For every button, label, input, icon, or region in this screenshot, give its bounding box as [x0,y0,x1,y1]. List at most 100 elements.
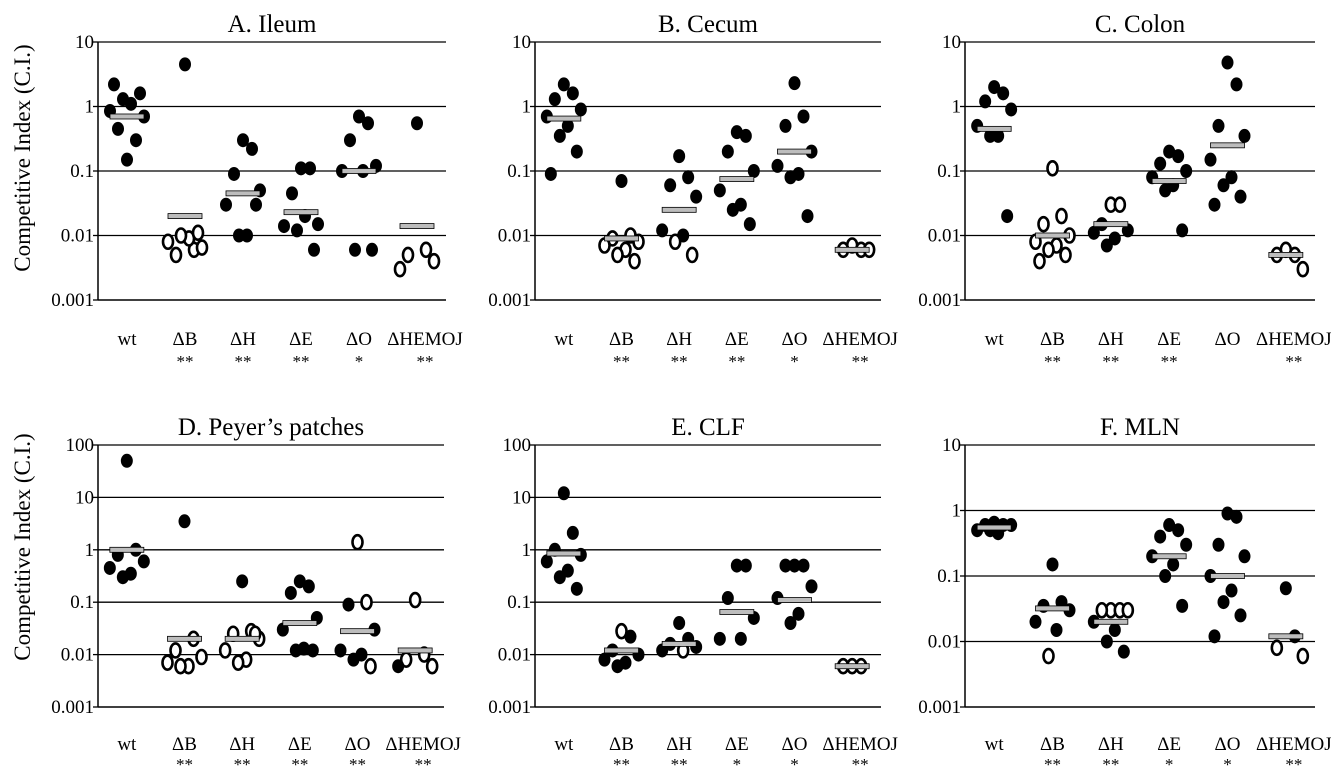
data-point-filled [295,161,307,176]
panel-title: C. Colon [1095,11,1186,38]
significance-label: * [733,755,742,772]
significance-label: * [790,352,799,371]
data-point-filled [411,116,423,131]
data-point-filled [997,86,1010,101]
data-point-filled [362,116,374,131]
data-point-filled [304,161,316,176]
median-bar [1210,142,1245,149]
data-point-filled [179,57,191,72]
median-bar [546,550,582,557]
data-point-open [408,591,422,609]
data-point-filled [1100,238,1113,253]
data-point-open [401,246,415,264]
y-tick-label: 1 [952,97,962,118]
category-label: ΔH [230,329,256,350]
significance-label: ** [1102,755,1119,772]
data-point-filled [392,659,405,674]
y-tick-label: 10 [75,487,94,508]
category-label: ΔH [1098,329,1124,350]
data-point-open [1033,252,1046,270]
median-bar [1268,252,1304,258]
category-label: ΔO [345,734,371,755]
significance-label: ** [1285,352,1302,371]
data-point-filled [570,144,583,159]
data-point-open [611,246,624,264]
y-tick-label: 100 [503,435,532,456]
y-tick-label: 0.1 [937,566,961,587]
data-point-open [191,224,205,242]
data-point-filled [1167,557,1180,572]
data-point-filled [1005,102,1018,117]
y-tick-label: 0.001 [918,290,961,311]
data-point-open [615,622,628,640]
y-tick-label: 0.01 [928,632,961,653]
data-point-filled [739,558,752,573]
data-point-open [161,233,175,251]
data-point-open [1270,639,1284,657]
data-point-filled [237,133,249,148]
significance-label: ** [671,755,688,772]
data-point-filled [598,652,611,667]
y-axis-label-top-row: Competitive Index (C.I.) [10,44,35,271]
data-point-filled [250,197,262,212]
significance-label: ** [613,755,630,772]
data-point-filled [353,109,365,124]
data-point-filled [233,228,245,243]
category-label: ΔH [666,734,692,755]
data-point-open [628,252,641,270]
data-point-filled [673,616,686,631]
category-label: ΔHEMOJ [1256,734,1331,755]
median-bar [167,213,203,219]
data-point-open [1046,160,1059,177]
data-point-filled [276,622,289,637]
data-point-filled [1279,581,1292,596]
y-tick-label: 0.001 [51,697,94,718]
data-point-filled [713,183,726,198]
data-point-filled [1163,144,1176,159]
data-point-filled [137,554,150,569]
median-bar [661,641,697,647]
y-tick-label: 0.01 [61,226,94,247]
category-label: ΔB [609,734,634,755]
data-point-filled [1212,537,1225,552]
category-label: ΔH [1098,734,1124,755]
data-point-filled [1234,189,1247,204]
median-bar [283,209,319,216]
category-label: ΔB [609,329,634,350]
data-point-filled [1050,622,1063,637]
data-point-filled [236,574,249,589]
data-point-filled [673,149,686,164]
y-tick-label: 10 [75,32,94,53]
data-point-filled [1180,537,1193,552]
data-point-filled [797,109,810,124]
data-point-open [195,239,209,256]
data-point-filled [1001,209,1014,224]
y-tick-label: 0.1 [70,592,94,613]
y-tick-label: 0.01 [498,226,531,247]
panel-title: B. Cecum [658,11,759,38]
median-bar [399,223,435,229]
data-point-filled [730,558,743,573]
significance-label: ** [1044,755,1061,772]
data-point-filled [312,217,324,232]
data-point-filled [690,189,703,204]
data-point-filled [557,77,570,92]
significance-label: * [355,352,364,371]
data-point-filled [553,128,566,143]
data-point-filled [1172,149,1185,164]
data-point-filled [574,102,587,117]
category-label: ΔH [229,734,255,755]
data-point-filled [1154,529,1167,544]
data-point-open [218,642,232,659]
data-point-filled [1176,223,1189,238]
data-point-open [1042,241,1055,259]
data-point-filled [278,219,290,234]
significance-label: ** [728,352,745,371]
data-point-filled [1212,118,1225,133]
data-point-filled [1217,595,1230,610]
y-tick-label: 0.001 [51,290,94,311]
data-point-filled [1238,128,1251,143]
y-tick-label: 1 [522,540,532,561]
